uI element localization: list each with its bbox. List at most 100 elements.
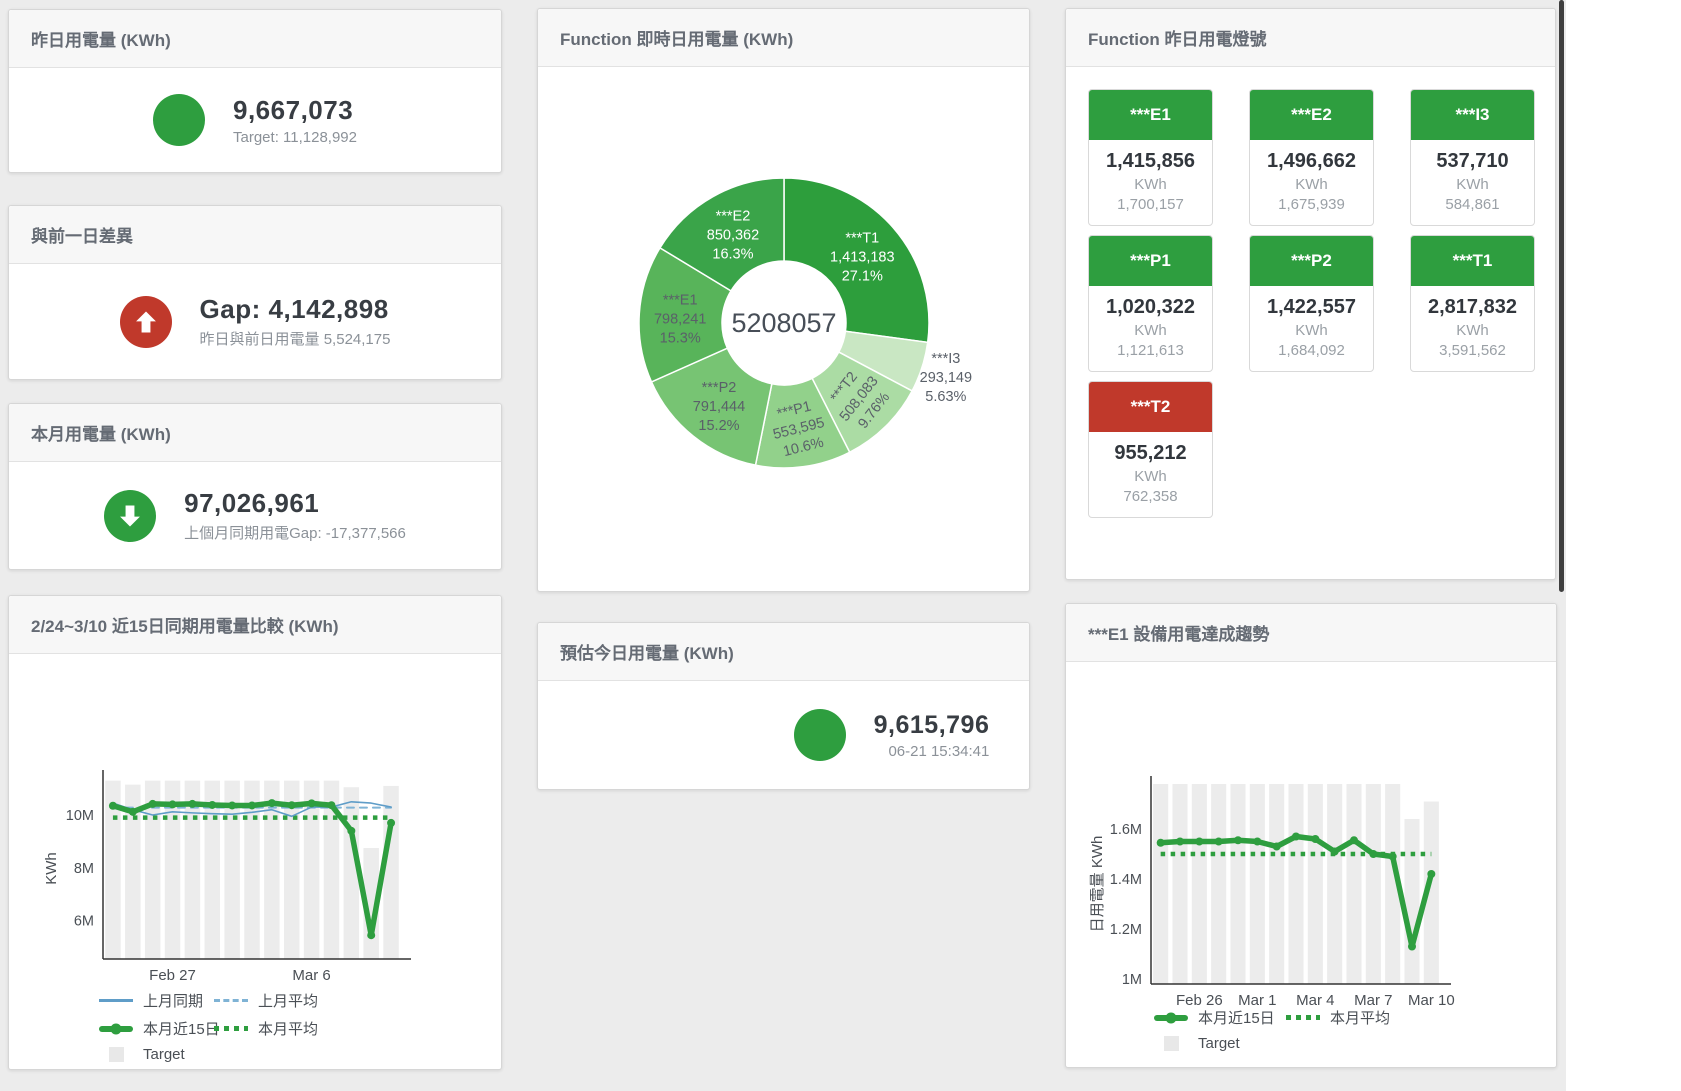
- data-point: [1408, 942, 1416, 951]
- data-point: [208, 800, 217, 809]
- panel-title: 2/24~3/10 近15日同期用電量比較 (KWh): [31, 617, 339, 636]
- tile-header: ***P1: [1089, 236, 1212, 286]
- tile-secondary-value: 1,121,613: [1117, 342, 1184, 359]
- x-tick-label: Feb 26: [1176, 992, 1223, 1009]
- legend-item-target[interactable]: Target: [1154, 1035, 1240, 1052]
- data-point: [387, 818, 396, 827]
- stat-subtitle: 上個月同期用電Gap: -17,377,566: [184, 525, 406, 542]
- target-bar: [383, 785, 399, 959]
- data-point: [1272, 842, 1281, 851]
- light-tile-E2[interactable]: ***E2 1,496,662 KWh 1,675,939: [1249, 89, 1374, 226]
- tile-secondary-value: 584,861: [1445, 196, 1500, 213]
- target-bar: [264, 780, 280, 959]
- light-tile-T2[interactable]: ***T2 955,212 KWh 762,358: [1088, 381, 1213, 518]
- light-tile-I3[interactable]: ***I3 537,710 KWh 584,861: [1410, 89, 1535, 226]
- y-tick-label: 1M: [1122, 972, 1142, 988]
- tile-value: 1,422,557: [1267, 296, 1356, 318]
- target-bar: [1230, 784, 1246, 984]
- light-tile-T1[interactable]: ***T1 2,817,832 KWh 3,591,562: [1410, 235, 1535, 372]
- arrow-up-icon: [119, 295, 172, 348]
- tile-header: ***T2: [1089, 382, 1212, 432]
- data-point: [248, 801, 256, 810]
- chart-legend: 本月近15日 本月平均 Target: [1154, 1007, 1390, 1059]
- light-tile-P2[interactable]: ***P2 1,422,557 KWh 1,684,092: [1249, 235, 1374, 372]
- tile-header: ***E1: [1089, 90, 1212, 140]
- data-point: [1330, 847, 1339, 856]
- target-bar: [105, 780, 121, 959]
- donut-slice-label: ***E1 798,241 15.3%: [654, 292, 706, 346]
- tile-value: 2,817,832: [1428, 296, 1517, 318]
- data-point: [1176, 837, 1184, 846]
- data-point: [1427, 870, 1436, 878]
- target-bar: [1327, 784, 1343, 984]
- legend-item-thick[interactable]: 本月近15日: [1154, 1007, 1286, 1028]
- target-bar: [1249, 784, 1265, 984]
- stat-value: 9,615,796: [873, 710, 990, 739]
- target-bar: [224, 780, 240, 959]
- target-bar: [1211, 784, 1227, 984]
- tile-unit: KWh: [1295, 322, 1328, 339]
- scrollbar-thumb[interactable]: [1559, 0, 1564, 592]
- tile-value: 1,020,322: [1106, 296, 1195, 318]
- legend-label: 本月近15日: [1198, 1010, 1275, 1027]
- data-point: [347, 826, 356, 835]
- data-point: [1195, 837, 1204, 846]
- panel-header: 預估今日用電量 (KWh): [538, 623, 1029, 681]
- target-bar: [1404, 819, 1420, 984]
- panel-title: 本月用電量 (KWh): [31, 425, 171, 444]
- legend-item-dot[interactable]: 本月平均: [1286, 1007, 1390, 1028]
- donut-center-total: 5208057: [731, 308, 836, 338]
- series-line-line: [112, 800, 392, 818]
- data-point: [128, 807, 137, 816]
- data-point: [327, 801, 336, 810]
- lights-grid: ***E1 1,415,856 KWh 1,700,157 ***E2 1,496,662…: [1066, 67, 1555, 518]
- target-bar: [1385, 784, 1401, 984]
- legend-item-dot[interactable]: 本月平均: [214, 1018, 318, 1039]
- target-bar: [1423, 801, 1439, 984]
- stat-value: 9,667,073: [233, 94, 354, 125]
- stat-value: 97,026,961: [184, 488, 320, 518]
- y-axis-label: KWh: [43, 852, 60, 885]
- light-tile-P1[interactable]: ***P1 1,020,322 KWh 1,121,613: [1088, 235, 1213, 372]
- target-bar: [323, 780, 340, 959]
- target-bar: [125, 784, 141, 959]
- panel-title: 昨日用電量 (KWh): [31, 31, 171, 50]
- target-bar: [283, 780, 300, 959]
- y-axis-label: 日用電量 KWh: [1089, 836, 1106, 933]
- data-point: [1311, 835, 1320, 843]
- target-bar: [244, 780, 260, 959]
- legend-label: 本月近15日: [143, 1021, 220, 1038]
- data-point: [1388, 852, 1397, 861]
- panel-compare-trend: 2/24~3/10 近15日同期用電量比較 (KWh) 6M 8M 10M KWh Fe…: [8, 595, 502, 1070]
- donut-chart: ***T1 1,413,183 27.1%***I3 293,149 5.63%***T…: [638, 177, 972, 469]
- data-point: [267, 799, 276, 808]
- legend-item-dash[interactable]: 上月平均: [214, 990, 318, 1011]
- tile-unit: KWh: [1456, 322, 1489, 339]
- legend-label: 上月同期: [143, 993, 204, 1010]
- legend-item-target[interactable]: Target: [99, 1046, 185, 1063]
- light-tile-E1[interactable]: ***E1 1,415,856 KWh 1,700,157: [1088, 89, 1213, 226]
- data-point: [1350, 836, 1358, 845]
- target-bar: [1191, 784, 1207, 984]
- data-point: [168, 800, 177, 809]
- donut-slice-label: ***P2 791,444 15.2%: [693, 380, 745, 434]
- donut-slice-label: ***E2 850,362 16.3%: [707, 208, 759, 262]
- x-tick-label: Mar 10: [1408, 992, 1455, 1009]
- donut-slice-T1[interactable]: [783, 177, 930, 344]
- target-bar: [1307, 784, 1323, 984]
- y-tick-label: 1.2M: [1110, 922, 1142, 938]
- legend-label: Target: [143, 1046, 185, 1063]
- tile-value: 1,415,856: [1106, 150, 1195, 172]
- data-point: [108, 801, 117, 810]
- legend-item-line[interactable]: 上月同期: [99, 990, 214, 1011]
- legend-item-thick[interactable]: 本月近15日: [99, 1018, 220, 1039]
- arrow-down-icon: [104, 489, 157, 542]
- panel-day-gap: 與前一日差異 Gap: 4,142,898 昨日與前日用電量 5,524,175: [8, 205, 502, 380]
- panel-header: 昨日用電量 (KWh): [9, 10, 501, 68]
- donut-slice-E2[interactable]: [658, 177, 785, 292]
- legend-label: 本月平均: [258, 1021, 319, 1038]
- data-point: [1369, 850, 1378, 858]
- data-point: [188, 799, 197, 808]
- tile-unit: KWh: [1134, 322, 1167, 339]
